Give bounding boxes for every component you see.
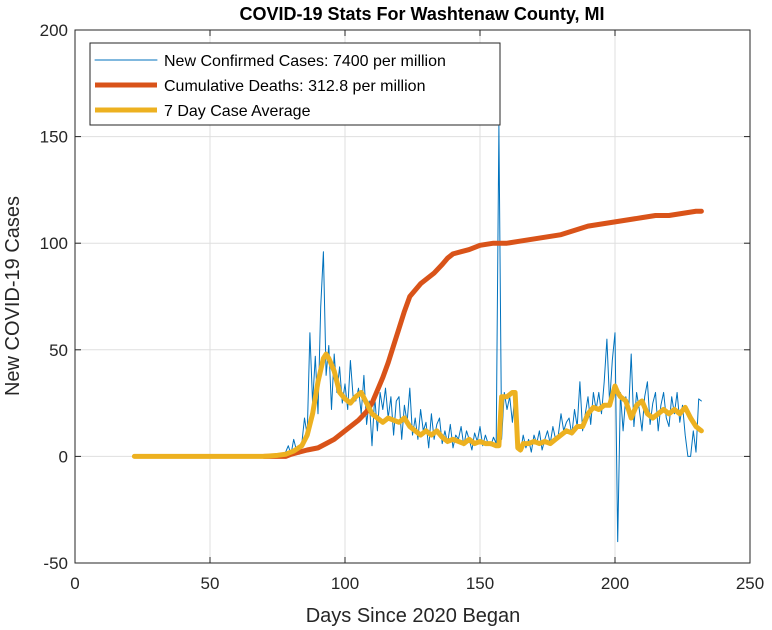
x-axis-label: Days Since 2020 Began [306,605,521,627]
legend-label-cumulative-deaths: Cumulative Deaths: 312.8 per million [164,78,425,95]
x-tick-label: 0 [70,574,79,593]
legend-label-new-cases: New Confirmed Cases: 7400 per million [164,53,446,70]
legend-label-7-day-average: 7 Day Case Average [164,103,311,120]
y-tick-label: -50 [43,554,68,573]
y-tick-label: 50 [49,341,68,360]
y-tick-label: 0 [59,447,68,466]
y-tick-label: 200 [40,21,68,40]
series-layer [131,125,704,543]
x-tick-label: 100 [331,574,359,593]
x-tick-label: 150 [466,574,494,593]
ticks [74,29,751,564]
legend-box [89,42,501,126]
series-cumulative-deaths [261,208,704,459]
plot-frame [74,29,751,564]
x-tick-label: 200 [601,574,629,593]
y-tick-label: 100 [40,234,68,253]
x-tick-label: 50 [201,574,220,593]
y-axis-label: New COVID-19 Cases [2,196,24,396]
x-tick-label: 250 [736,574,764,593]
chart-title: COVID-19 Stats For Washtenaw County, MI [239,4,604,24]
y-tick-label: 150 [40,128,68,147]
series-7-day-average [131,351,704,459]
legend: New Confirmed Cases: 7400 per million Cu… [89,42,501,126]
